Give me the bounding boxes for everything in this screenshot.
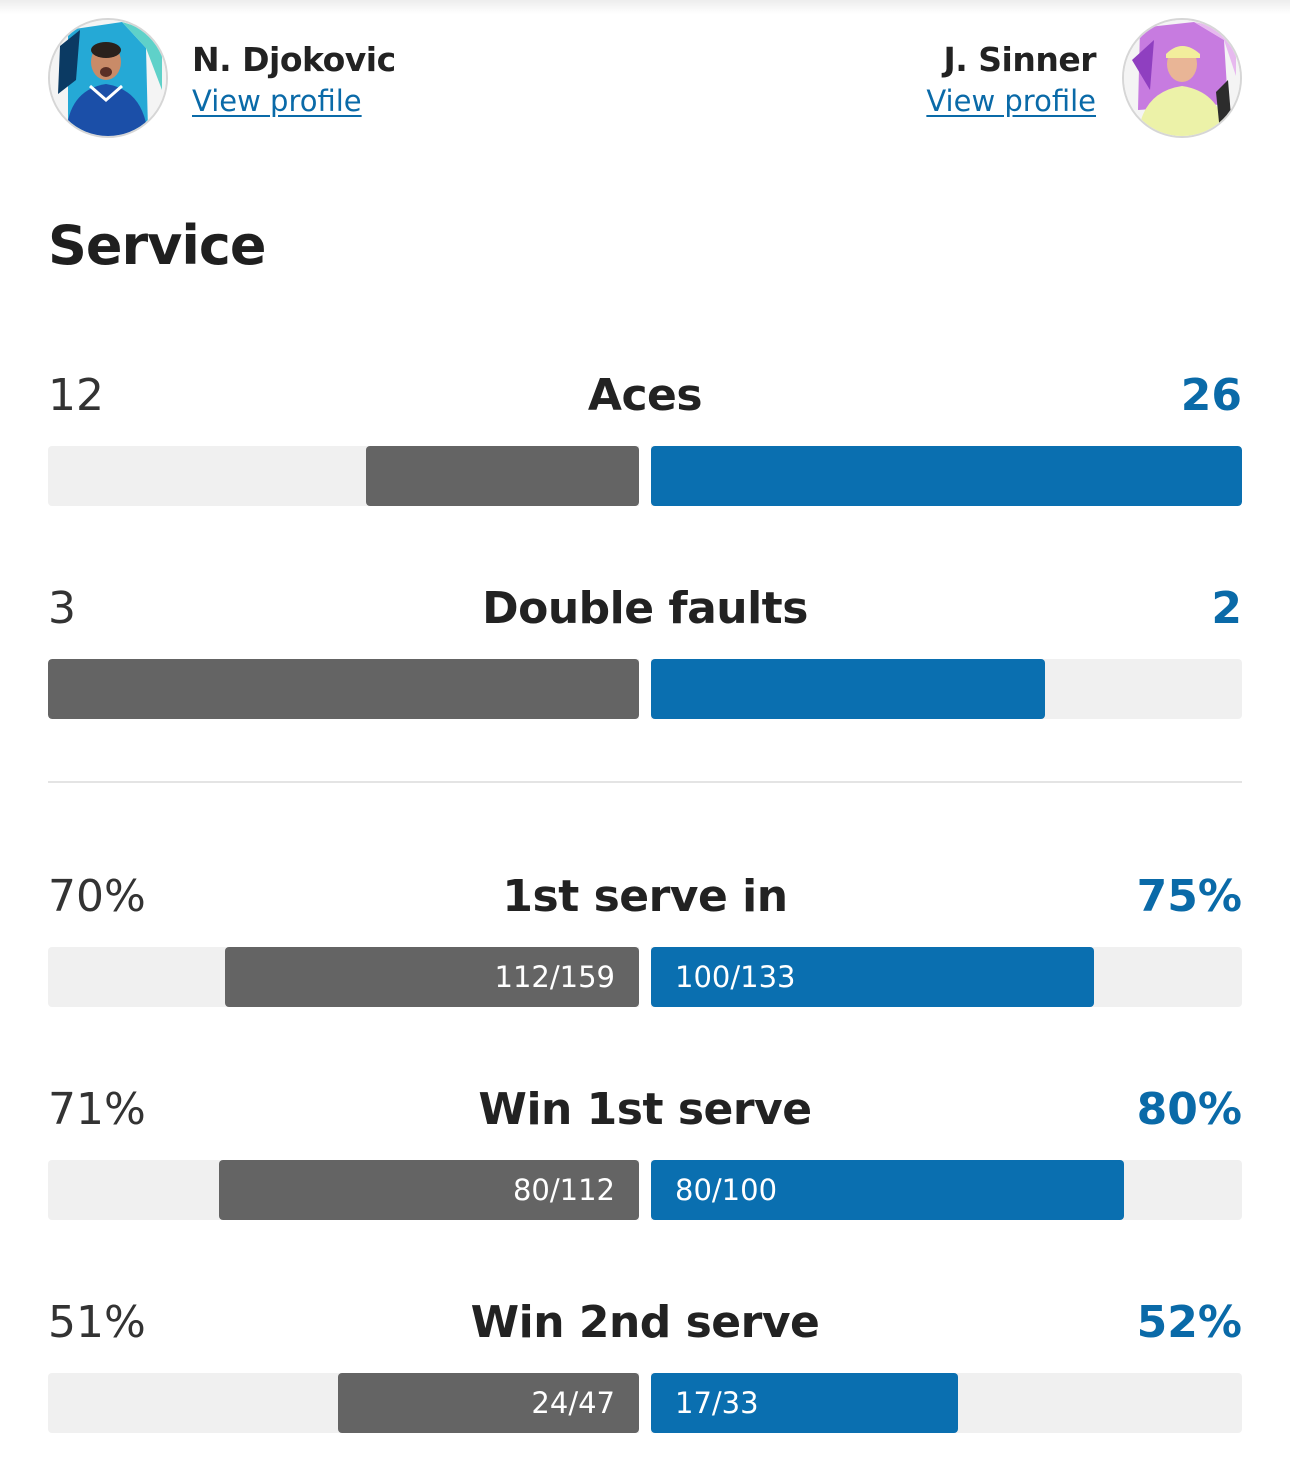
stat-left-track: [48, 659, 639, 719]
stat-left-detail: 24/47: [531, 1386, 615, 1420]
stat-left-bar: 112/159: [225, 947, 639, 1007]
stat-left-track: 24/47: [48, 1373, 639, 1433]
stat-right-track: 80/100: [651, 1160, 1242, 1220]
top-shadow: [0, 0, 1290, 14]
stat-left-bar: 24/47: [337, 1373, 639, 1433]
stat-right-value: 80%: [1136, 1084, 1242, 1135]
stat-label: Win 2nd serve: [470, 1297, 820, 1348]
section-divider: [48, 781, 1242, 783]
stat-left-value: 3: [48, 583, 76, 634]
stat-right-detail: 17/33: [675, 1386, 759, 1420]
stat-left-value: 71%: [48, 1084, 146, 1135]
stat-left-value: 12: [48, 370, 104, 421]
stat-right-value: 26: [1180, 370, 1242, 421]
stat-label: Aces: [587, 370, 703, 421]
stat-right-bar: 17/33: [651, 1373, 959, 1433]
stat-left-track: [48, 446, 639, 506]
stat-right-track: [651, 659, 1242, 719]
player-right-view-profile-link[interactable]: View profile: [926, 84, 1096, 118]
player-left-name: N. Djokovic: [192, 40, 396, 79]
stat-row-win-2nd-serve: 51% Win 2nd serve 52% 24/47 17/33: [48, 1293, 1242, 1433]
player-right-avatar[interactable]: [1122, 18, 1242, 138]
stat-row-double-faults: 3 Double faults 2: [48, 579, 1242, 719]
stat-label: Win 1st serve: [478, 1084, 812, 1135]
stat-row-1st-serve-in: 70% 1st serve in 75% 112/159 100/133: [48, 867, 1242, 1007]
stat-right-detail: 80/100: [675, 1173, 778, 1207]
stat-left-bar: [366, 446, 639, 506]
stat-right-bar: [651, 659, 1046, 719]
stat-left-value: 51%: [48, 1297, 146, 1348]
player-right-photo: [1124, 20, 1240, 136]
stat-left-bar: 80/112: [219, 1160, 639, 1220]
stat-right-track: 17/33: [651, 1373, 1242, 1433]
stat-right-detail: 100/133: [675, 960, 796, 994]
stat-left-bar: [48, 659, 639, 719]
section-title: Service: [48, 214, 266, 277]
stat-left-track: 80/112: [48, 1160, 639, 1220]
stat-row-aces: 12 Aces 26: [48, 366, 1242, 506]
stat-label: 1st serve in: [502, 871, 788, 922]
player-right-name: J. Sinner: [943, 40, 1096, 79]
stat-right-bar: [651, 446, 1242, 506]
player-left-view-profile-link[interactable]: View profile: [192, 84, 362, 118]
stat-right-value: 52%: [1136, 1297, 1242, 1348]
stat-row-win-1st-serve: 71% Win 1st serve 80% 80/112 80/100: [48, 1080, 1242, 1220]
stat-right-value: 2: [1211, 583, 1242, 634]
stat-right-track: 100/133: [651, 947, 1242, 1007]
stat-right-bar: 100/133: [651, 947, 1095, 1007]
stat-left-track: 112/159: [48, 947, 639, 1007]
player-left-avatar[interactable]: [48, 18, 168, 138]
stat-left-detail: 112/159: [494, 960, 615, 994]
player-left-photo: [50, 20, 166, 136]
stat-right-bar: 80/100: [651, 1160, 1124, 1220]
stat-label: Double faults: [482, 583, 808, 634]
stat-right-track: [651, 446, 1242, 506]
stat-left-value: 70%: [48, 871, 146, 922]
stat-left-detail: 80/112: [512, 1173, 615, 1207]
stat-right-value: 75%: [1136, 871, 1242, 922]
